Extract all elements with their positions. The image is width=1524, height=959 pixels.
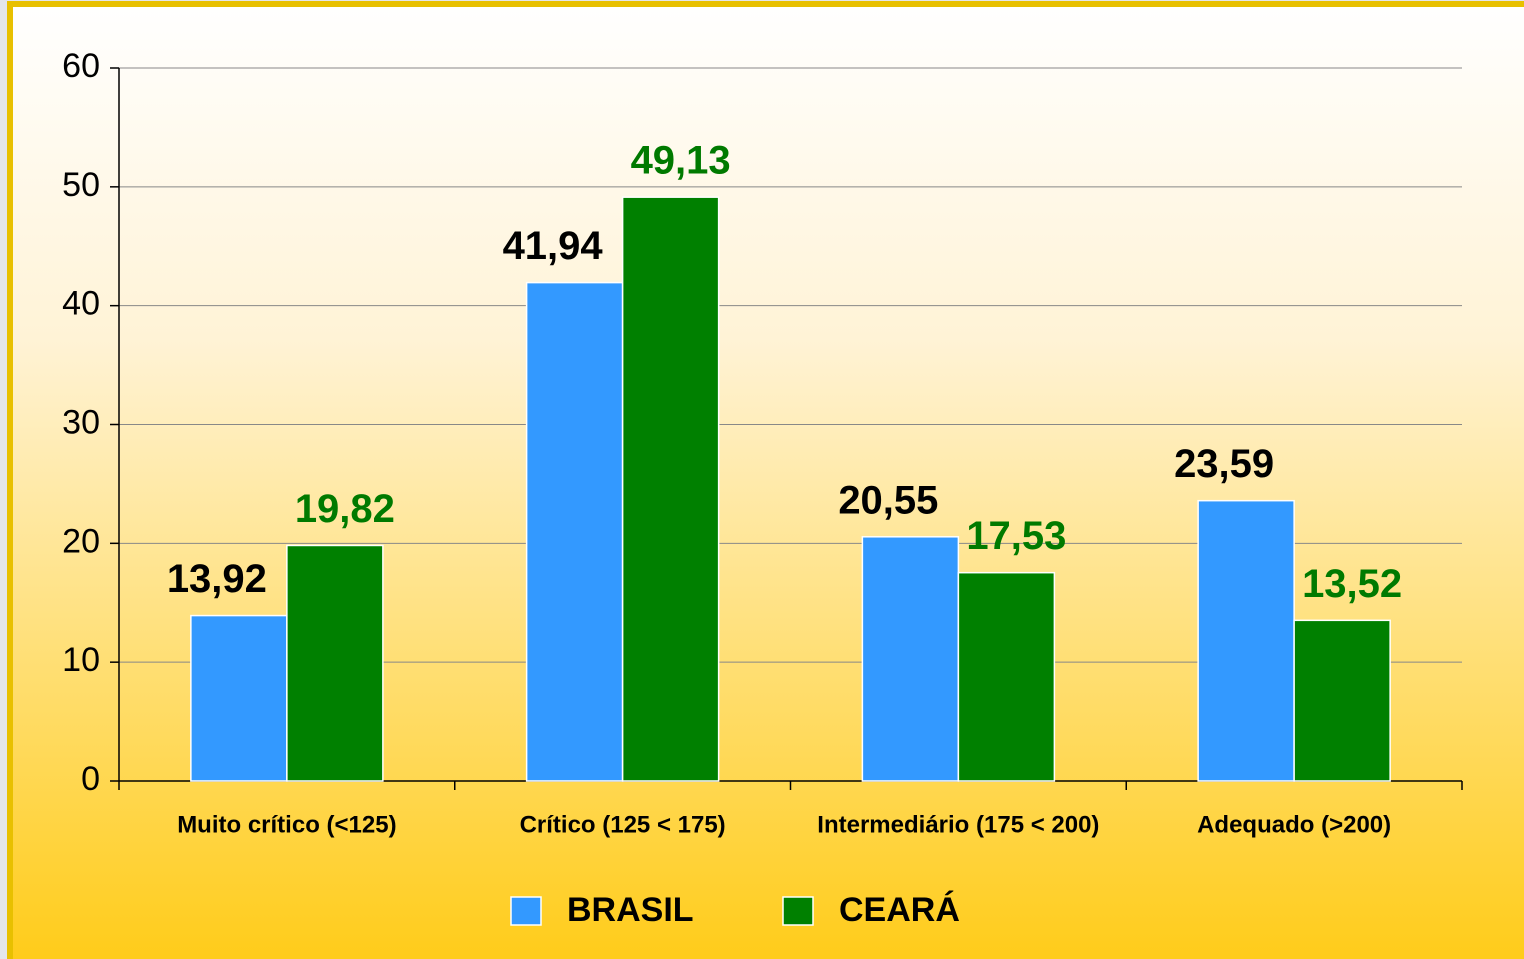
value-label: 20,55 (838, 478, 938, 522)
bar (957, 571, 1056, 782)
legend-swatch (782, 896, 814, 926)
bar (1197, 499, 1295, 782)
frame (7, 1, 1524, 959)
bar (861, 536, 960, 782)
bar (190, 614, 288, 782)
y-tick-label: 10 (62, 641, 100, 679)
value-label: 17,53 (966, 514, 1066, 558)
bar (1293, 619, 1391, 782)
value-label: 13,92 (167, 557, 267, 601)
x-tick-label: Crítico (125 < 175) (520, 811, 726, 838)
plot-background (10, 4, 1524, 959)
y-tick-label: 50 (62, 166, 100, 204)
value-label: 23,59 (1174, 442, 1274, 486)
y-tick-label: 20 (62, 522, 100, 560)
x-tick-label: Intermediário (175 < 200) (817, 811, 1099, 838)
x-tick-label: Adequado (>200) (1197, 811, 1391, 838)
legend-label: BRASIL (567, 891, 694, 929)
y-tick-label: 40 (62, 285, 100, 323)
bar (621, 196, 720, 782)
legend-swatch (510, 896, 542, 926)
y-tick-label: 60 (62, 47, 100, 85)
value-label: 49,13 (631, 139, 731, 183)
x-tick-label: Muito crítico (<125) (177, 811, 396, 838)
y-tick-label: 0 (81, 760, 100, 798)
value-label: 13,52 (1302, 562, 1402, 606)
legend-label: CEARÁ (839, 891, 960, 929)
bar (286, 544, 384, 782)
y-tick-label: 30 (62, 403, 100, 441)
value-label: 19,82 (295, 487, 395, 531)
bar (525, 281, 624, 782)
value-label: 41,94 (503, 224, 604, 268)
